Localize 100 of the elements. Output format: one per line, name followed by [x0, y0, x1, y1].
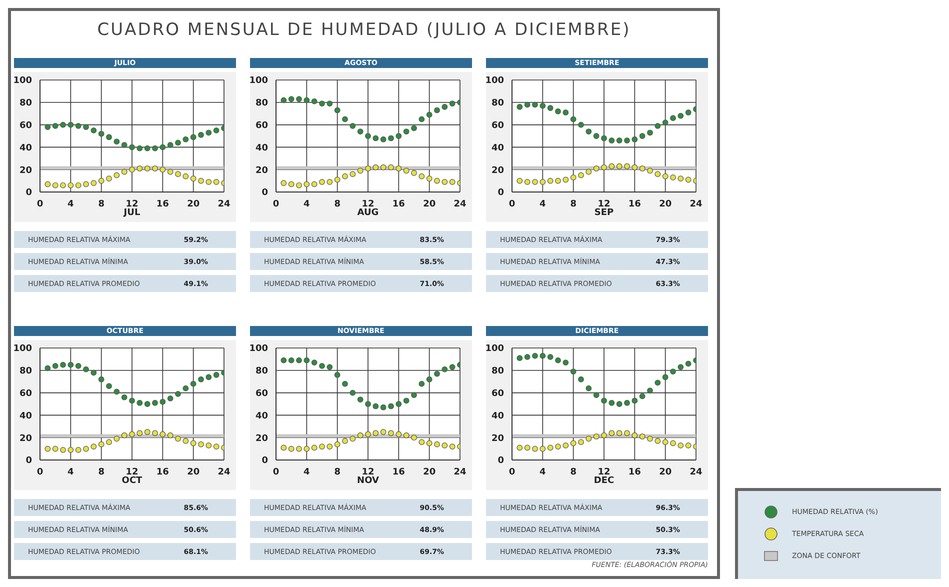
point	[106, 383, 112, 390]
point	[68, 362, 74, 368]
x-tick-label: 12	[598, 467, 610, 478]
point	[182, 136, 189, 142]
point	[182, 385, 189, 392]
point	[586, 168, 592, 175]
point	[555, 444, 561, 450]
y-tick-label: 20	[19, 434, 32, 444]
x-tick-label: 16	[628, 467, 641, 478]
y-tick-label: 80	[255, 366, 268, 377]
point	[357, 432, 364, 438]
x-tick-label: 24	[454, 467, 466, 478]
point	[83, 124, 89, 130]
point	[547, 105, 554, 111]
point	[524, 178, 530, 185]
x-tick-label: 20	[659, 467, 672, 478]
x-tick-label: 20	[423, 467, 436, 478]
point	[418, 439, 425, 446]
point	[434, 178, 440, 184]
y-tick-label: 20	[491, 434, 504, 444]
x-tick-label: 16	[392, 199, 405, 210]
x-tick-label: 16	[156, 467, 169, 478]
point	[114, 138, 120, 145]
point	[624, 138, 630, 144]
point	[350, 171, 356, 178]
y-tick-label: 40	[255, 143, 268, 154]
point	[98, 441, 104, 448]
point	[280, 97, 287, 104]
y-tick-label: 60	[491, 388, 504, 399]
point	[593, 392, 600, 398]
point	[304, 97, 310, 104]
point	[342, 438, 348, 444]
x-axis-title: OCT	[120, 476, 144, 488]
y-tick-label: 100	[249, 344, 268, 354]
y-tick-label: 100	[13, 76, 32, 86]
point	[342, 116, 348, 122]
point	[647, 168, 653, 174]
point	[654, 438, 661, 444]
y-tick-label: 20	[19, 166, 32, 176]
x-tick-label: 4	[304, 199, 310, 210]
point	[288, 181, 294, 188]
y-tick-label: 0	[262, 188, 268, 198]
x-tick-label: 8	[570, 199, 576, 210]
point	[136, 430, 143, 436]
y-tick-label: 80	[255, 98, 268, 109]
y-tick-label: 40	[19, 143, 32, 154]
point	[396, 431, 402, 438]
point	[90, 370, 97, 376]
point	[578, 122, 584, 128]
point	[685, 360, 692, 367]
point	[449, 178, 456, 185]
point	[90, 127, 97, 134]
point	[639, 393, 646, 400]
x-tick-label: 20	[423, 199, 436, 210]
point	[403, 168, 410, 174]
point	[311, 181, 318, 188]
point	[334, 176, 340, 183]
point	[98, 178, 104, 184]
x-tick-label: 0	[272, 467, 280, 478]
point	[44, 446, 51, 452]
point	[403, 128, 410, 134]
point	[562, 442, 569, 448]
point	[144, 145, 150, 152]
point	[654, 171, 661, 178]
point	[68, 182, 74, 188]
point	[326, 364, 333, 370]
point	[190, 380, 196, 387]
point	[190, 440, 196, 446]
point	[372, 164, 379, 170]
point	[98, 376, 104, 382]
point	[396, 133, 402, 139]
point	[60, 362, 66, 368]
x-tick-label: 8	[334, 467, 340, 478]
point	[365, 166, 371, 172]
point	[311, 360, 318, 366]
point	[304, 446, 310, 452]
point	[555, 357, 561, 364]
point	[426, 176, 432, 182]
x-tick-label: 12	[362, 199, 374, 210]
y-tick-label: 40	[491, 411, 504, 422]
point	[380, 404, 386, 410]
point	[280, 444, 287, 451]
y-tick-label: 40	[19, 411, 32, 422]
y-tick-label: 0	[498, 456, 504, 466]
point	[632, 164, 638, 170]
point	[608, 138, 615, 144]
point	[175, 140, 181, 146]
y-tick-label: 0	[498, 188, 504, 198]
point	[52, 122, 58, 129]
point	[160, 398, 166, 405]
point	[213, 127, 220, 134]
point	[365, 133, 371, 139]
point	[570, 116, 576, 122]
point	[532, 102, 538, 108]
point	[647, 130, 653, 136]
point	[83, 181, 89, 188]
point	[532, 178, 538, 185]
y-tick-label: 0	[26, 188, 32, 198]
point	[608, 163, 615, 170]
point	[449, 100, 456, 106]
